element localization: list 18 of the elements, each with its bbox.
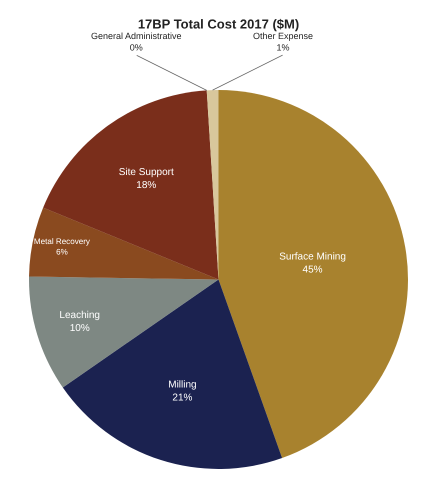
data-label: 10% bbox=[70, 322, 90, 334]
data-label: 6% bbox=[56, 248, 68, 257]
slice-label: Surface Mining bbox=[279, 251, 346, 262]
data-label: 18% bbox=[136, 180, 156, 191]
data-label: 45% bbox=[302, 264, 323, 276]
pie-slice bbox=[29, 276, 218, 388]
pie-slice bbox=[29, 208, 218, 280]
data-label: 1% bbox=[276, 42, 290, 53]
pie-slice bbox=[218, 90, 408, 458]
chart-title: 17BP Total Cost 2017 ($M) bbox=[138, 16, 300, 32]
slice-label: Milling bbox=[168, 380, 197, 391]
data-label: 21% bbox=[172, 392, 193, 404]
slice-label: Metal Recovery bbox=[34, 237, 91, 246]
slice-label: Leaching bbox=[59, 310, 100, 321]
slice-label: Site Support bbox=[118, 166, 174, 178]
slice-label: Other Expense bbox=[253, 31, 314, 41]
text: 0% bbox=[130, 42, 143, 53]
category-label: General Administrative bbox=[91, 31, 182, 41]
